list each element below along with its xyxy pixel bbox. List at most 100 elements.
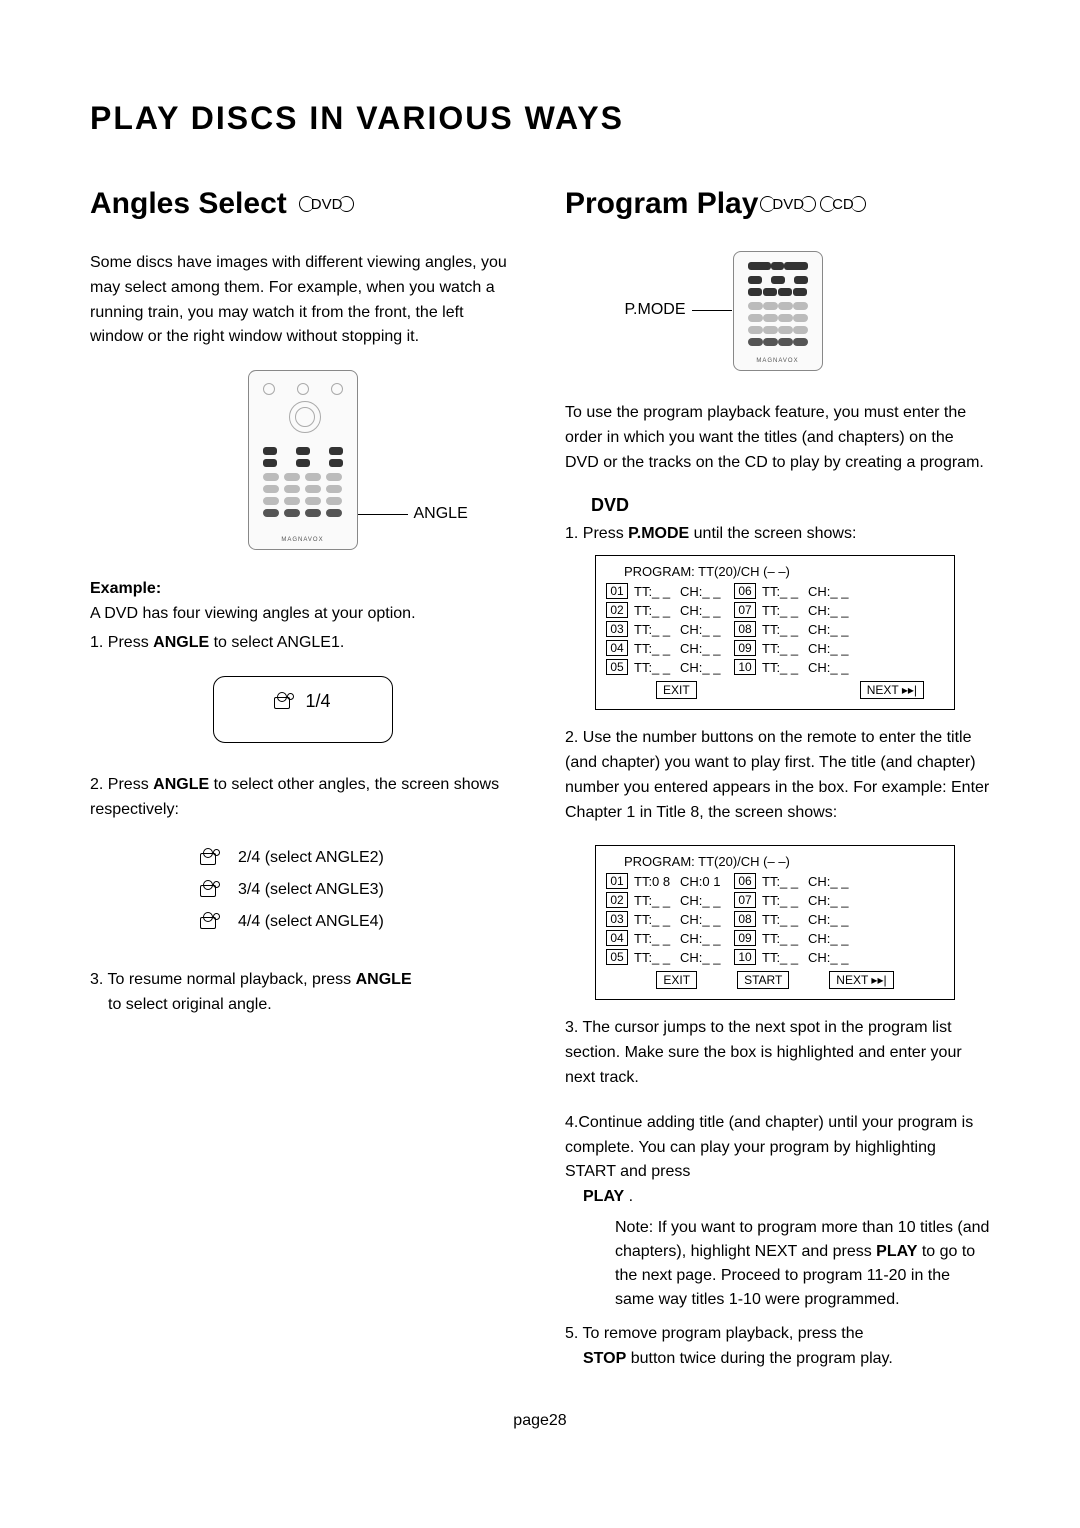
right-column: Program Play DVD CD P.MODE	[565, 187, 990, 1392]
program-exit-button: EXIT	[656, 681, 697, 699]
program-slot-value: CH:_ _	[680, 603, 730, 618]
page-number: page28	[90, 1412, 990, 1430]
program-slot-number: 10	[734, 949, 756, 965]
program-slot-value: CH:_ _	[808, 874, 858, 889]
program-slot-value: TT:0 8	[634, 874, 676, 889]
program-slot-value: CH:_ _	[680, 660, 730, 675]
angle-step2: 2. Press ANGLE to select other angles, t…	[90, 773, 515, 823]
program-slot-value: TT:_ _	[762, 641, 804, 656]
angle-step3: 3. To resume normal playback, press ANGL…	[90, 968, 515, 1018]
remote-icon: MAGNAVOX	[248, 370, 358, 550]
angle-list: 2/4 (select ANGLE2) 3/4 (select ANGLE3) …	[200, 842, 515, 938]
program-slot-value: CH:0 1	[680, 874, 730, 889]
columns: Angles Select DVD Some discs have images…	[90, 187, 990, 1392]
osd-box: 1/4	[213, 676, 393, 743]
program-slot-value: CH:_ _	[680, 641, 730, 656]
angle-callout-label: ANGLE	[414, 505, 468, 523]
program-start-button: START	[737, 971, 789, 989]
program-slot-value: CH:_ _	[680, 584, 730, 599]
program-slot-number: 03	[606, 911, 628, 927]
program-slot-number: 06	[734, 583, 756, 599]
program-slot-number: 01	[606, 873, 628, 889]
left-column: Angles Select DVD Some discs have images…	[90, 187, 515, 1392]
remote-icon: MAGNAVOX	[733, 251, 823, 371]
program-slot-value: CH:_ _	[808, 893, 858, 908]
program-slot-value: CH:_ _	[680, 931, 730, 946]
program-step3: 3. The cursor jumps to the next spot in …	[565, 1016, 990, 1090]
program-slot-value: TT:_ _	[762, 622, 804, 637]
program-slot-value: TT:_ _	[762, 912, 804, 927]
callout-line	[358, 514, 408, 515]
program-slot-value: CH:_ _	[808, 622, 858, 637]
program-slot-value: TT:_ _	[762, 950, 804, 965]
program-slot-value: TT:_ _	[634, 603, 676, 618]
program-slot-value: CH:_ _	[808, 931, 858, 946]
example-label: Example:	[90, 580, 515, 598]
program-slot-value: TT:_ _	[762, 660, 804, 675]
program-slot-value: CH:_ _	[680, 912, 730, 927]
program-slot-number: 05	[606, 659, 628, 675]
program-slot-value: TT:_ _	[634, 931, 676, 946]
program-slot-number: 04	[606, 640, 628, 656]
program-slot-value: CH:_ _	[680, 893, 730, 908]
program-slot-value: TT:_ _	[634, 584, 676, 599]
program-slot-value: TT:_ _	[634, 950, 676, 965]
angle-list-row: 3/4 (select ANGLE3)	[200, 874, 515, 906]
callout-line	[692, 310, 732, 311]
program-slot-value: TT:_ _	[762, 931, 804, 946]
program-slot-number: 09	[734, 930, 756, 946]
program-slot-number: 07	[734, 602, 756, 618]
program-slot-value: TT:_ _	[634, 622, 676, 637]
angles-intro: Some discs have images with different vi…	[90, 251, 515, 350]
remote-brand: MAGNAVOX	[249, 537, 357, 543]
camera-icon	[274, 695, 292, 709]
program-slot-value: CH:_ _	[808, 584, 858, 599]
angle-list-row: 4/4 (select ANGLE4)	[200, 906, 515, 938]
angles-section-title: Angles Select DVD	[90, 187, 515, 221]
disc-label-cd: CD	[828, 196, 858, 213]
program-slot-number: 08	[734, 911, 756, 927]
remote-angle-figure: MAGNAVOX ANGLE	[90, 370, 515, 550]
program-slot-number: 01	[606, 583, 628, 599]
program-step1: 1. Press P.MODE until the screen shows:	[565, 522, 990, 547]
camera-icon	[200, 851, 218, 865]
program-section-title: Program Play DVD CD	[565, 187, 990, 221]
program-slot-value: CH:_ _	[808, 660, 858, 675]
osd-value: 1/4	[305, 691, 330, 711]
program-slot-number: 07	[734, 892, 756, 908]
pmode-callout-label: P.MODE	[624, 301, 685, 319]
program-slot-value: TT:_ _	[634, 641, 676, 656]
camera-icon	[200, 883, 218, 897]
program-slot-value: TT:_ _	[762, 893, 804, 908]
dvd-heading: DVD	[591, 495, 990, 516]
program-slot-value: TT:_ _	[762, 584, 804, 599]
program-slot-number: 09	[734, 640, 756, 656]
program-slot-value: TT:_ _	[762, 603, 804, 618]
program-box-1-title: PROGRAM: TT(20)/CH (– –)	[624, 564, 944, 579]
angles-title-text: Angles Select	[90, 187, 287, 221]
example-line: A DVD has four viewing angles at your op…	[90, 602, 515, 627]
program-slot-number: 02	[606, 892, 628, 908]
main-title: PLAY DISCS IN VARIOUS WAYS	[90, 100, 990, 137]
program-box-1: PROGRAM: TT(20)/CH (– –) 01 TT:_ _ CH:_ _ 0…	[595, 555, 955, 710]
program-box-2-title: PROGRAM: TT(20)/CH (– –)	[624, 854, 944, 869]
program-intro: To use the program playback feature, you…	[565, 401, 990, 475]
program-slot-number: 08	[734, 621, 756, 637]
program-title-text: Program Play	[565, 187, 758, 221]
program-slot-value: CH:_ _	[808, 950, 858, 965]
program-slot-value: CH:_ _	[808, 912, 858, 927]
program-slot-number: 02	[606, 602, 628, 618]
program-slot-number: 03	[606, 621, 628, 637]
program-slot-value: CH:_ _	[808, 641, 858, 656]
program-next-button: NEXT ▸▸|	[829, 971, 893, 989]
page: PLAY DISCS IN VARIOUS WAYS Angles Select…	[0, 0, 1080, 1470]
disc-label-dvd: DVD	[307, 196, 347, 213]
program-step5: 5. To remove program playback, press the…	[565, 1322, 990, 1372]
remote-pmode-figure: P.MODE	[565, 251, 990, 371]
program-slot-number: 10	[734, 659, 756, 675]
program-exit-button: EXIT	[656, 971, 697, 989]
program-slot-value: CH:_ _	[808, 603, 858, 618]
program-slot-value: TT:_ _	[634, 660, 676, 675]
program-slot-number: 04	[606, 930, 628, 946]
program-slot-number: 06	[734, 873, 756, 889]
